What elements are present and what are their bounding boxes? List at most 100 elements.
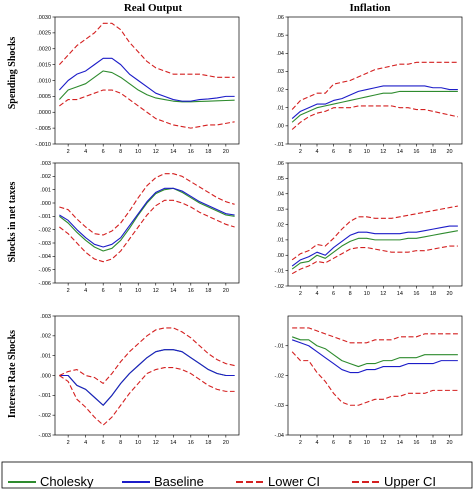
series-line-cholesky xyxy=(59,187,235,252)
series-line-cholesky xyxy=(291,336,458,368)
x-tick-label: 6 xyxy=(332,440,335,446)
y-tick-label: .01 xyxy=(276,106,284,112)
panel-frame xyxy=(287,162,463,287)
x-tick-label: 4 xyxy=(315,440,318,446)
y-tick-label: .002 xyxy=(40,174,51,180)
y-tick-label: -.003 xyxy=(38,241,51,247)
x-tick-label: 6 xyxy=(102,149,105,155)
x-tick-label: 10 xyxy=(135,440,141,446)
y-tick-label: .00 xyxy=(276,253,284,259)
x-tick-label: 6 xyxy=(102,288,105,294)
y-tick-label: -.01 xyxy=(275,344,284,350)
legend-label-lower-ci: Lower CI xyxy=(268,474,320,489)
x-tick-label: 8 xyxy=(349,291,352,297)
series-line-upper xyxy=(59,327,235,384)
x-tick-label: 20 xyxy=(447,291,453,297)
x-tick-label: 2 xyxy=(67,149,70,155)
y-tick-label: .0020 xyxy=(37,47,51,53)
legend-label-cholesky: Cholesky xyxy=(40,474,94,489)
y-tick-label: .02 xyxy=(276,87,284,93)
panel-r2-c1: -.04 -.03 -.02 -.01 2 4 6 8 10 12 14 16 18 20 xyxy=(275,315,463,446)
x-tick-label: 18 xyxy=(205,149,211,155)
x-tick-label: 16 xyxy=(188,440,194,446)
y-tick-label: -.002 xyxy=(38,413,51,419)
panel-grid: -.0010-.0005.0000.0005.0010.0015.0020.00… xyxy=(35,15,463,446)
x-tick-label: 20 xyxy=(223,440,229,446)
x-tick-label: 6 xyxy=(102,440,105,446)
x-tick-label: 10 xyxy=(364,440,370,446)
y-tick-label: .0025 xyxy=(37,31,51,37)
series-line-baseline xyxy=(291,85,458,120)
y-tick-label: .0015 xyxy=(37,62,51,68)
x-tick-label: 18 xyxy=(205,288,211,294)
series-line-cholesky xyxy=(291,230,458,270)
x-tick-label: 20 xyxy=(447,440,453,446)
series-line-lower xyxy=(59,199,235,263)
series-line-lower xyxy=(291,245,458,275)
y-tick-label: -.003 xyxy=(38,433,51,439)
x-tick-label: 12 xyxy=(380,291,386,297)
y-tick-label: .02 xyxy=(276,222,284,228)
x-tick-label: 12 xyxy=(153,149,159,155)
x-tick-label: 16 xyxy=(188,288,194,294)
series-line-upper xyxy=(291,205,458,261)
panel-r1-c0: -.006 -.005 -.004 -.003 -.002 -.001 .000 .001 .0… xyxy=(38,161,240,294)
y-tick-label: -.02 xyxy=(275,284,284,290)
y-tick-label: .05 xyxy=(276,176,284,182)
y-tick-label: .0030 xyxy=(37,15,51,21)
y-tick-label: .0005 xyxy=(37,94,51,100)
x-tick-label: 20 xyxy=(223,288,229,294)
legend-label-baseline: Baseline xyxy=(154,474,204,489)
series-line-lower xyxy=(291,351,458,406)
x-tick-label: 8 xyxy=(119,149,122,155)
x-tick-label: 4 xyxy=(84,440,87,446)
legend: Cholesky Baseline Lower CI Upper CI xyxy=(1,461,473,489)
y-tick-label: .0010 xyxy=(37,78,51,84)
x-tick-label: 12 xyxy=(153,440,159,446)
series-line-lower xyxy=(59,89,235,129)
panel-frame xyxy=(54,162,240,284)
x-tick-label: 2 xyxy=(299,149,302,155)
panel-r0-c1: -.01 .00 .01 .02 .03 .04 .05 .06 2 4 6 8 10 12 14 16 18 2… xyxy=(275,15,463,155)
series-line-upper xyxy=(292,327,458,344)
x-tick-label: 20 xyxy=(223,149,229,155)
y-tick-label: -.0005 xyxy=(35,126,51,132)
x-tick-label: 18 xyxy=(205,440,211,446)
x-tick-label: 12 xyxy=(380,149,386,155)
y-tick-label: .03 xyxy=(276,69,284,75)
row-title-net-taxes: Shocks in net taxes xyxy=(7,181,18,262)
series-line-cholesky xyxy=(58,70,235,103)
panel-r2-c0: -.003 -.002 -.001 .000 .001 .002 .003 2 4 6 8 10 12 1… xyxy=(38,314,240,446)
panel-frame xyxy=(54,315,240,436)
panel-frame xyxy=(54,16,240,145)
y-tick-label: .000 xyxy=(40,201,51,207)
y-tick-label: -.04 xyxy=(275,433,284,439)
x-tick-label: 16 xyxy=(413,291,419,297)
row-title-interest-rate: Interest Rate Shocks xyxy=(7,330,18,418)
y-tick-label: .06 xyxy=(276,15,284,21)
series-line-baseline xyxy=(59,187,235,248)
y-tick-label: .03 xyxy=(276,207,284,213)
y-tick-label: -.005 xyxy=(38,267,51,273)
x-tick-label: 16 xyxy=(413,440,419,446)
series-line-baseline xyxy=(59,349,235,406)
y-tick-label: .05 xyxy=(276,33,284,39)
x-tick-label: 10 xyxy=(135,149,141,155)
x-tick-label: 4 xyxy=(315,149,318,155)
x-tick-label: 6 xyxy=(332,149,335,155)
x-tick-label: 18 xyxy=(430,291,436,297)
legend-label-upper-ci: Upper CI xyxy=(384,474,436,489)
x-tick-label: 20 xyxy=(447,149,453,155)
x-tick-label: 8 xyxy=(119,288,122,294)
series-line-baseline xyxy=(291,225,458,267)
x-tick-label: 2 xyxy=(67,288,70,294)
y-tick-label: -.001 xyxy=(38,393,51,399)
y-tick-label: -.006 xyxy=(38,281,51,287)
y-tick-label: .001 xyxy=(40,353,51,359)
x-tick-label: 4 xyxy=(315,291,318,297)
y-tick-label: -.004 xyxy=(38,254,51,260)
y-tick-label: .0000 xyxy=(37,110,51,116)
y-tick-label: .000 xyxy=(40,373,51,379)
y-tick-label: -.001 xyxy=(38,214,51,220)
